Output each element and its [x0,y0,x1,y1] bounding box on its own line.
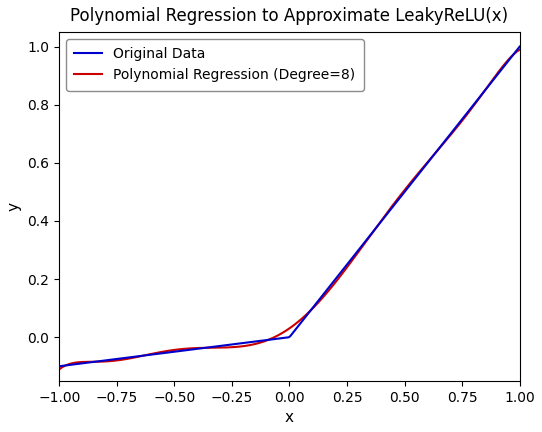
Legend: Original Data, Polynomial Regression (Degree=8): Original Data, Polynomial Regression (De… [66,39,364,91]
Line: Polynomial Regression (Degree=8): Polynomial Regression (Degree=8) [59,50,520,369]
X-axis label: x: x [285,410,294,425]
Polynomial Regression (Degree=8) [57,365,64,371]
Original Data [56,364,62,369]
Polynomial Regression (Degree=8) [338,273,344,278]
Original Data [473,98,480,104]
Original Data [338,270,344,275]
Polynomial Regression (Degree=8) [473,99,480,105]
Title: Polynomial Regression to Approximate LeakyReLU(x): Polynomial Regression to Approximate Lea… [70,7,508,25]
Polynomial Regression (Degree=8) [56,367,62,372]
Original Data [328,281,335,286]
Line: Original Data: Original Data [59,47,520,366]
Polynomial Regression (Degree=8) [330,283,337,288]
Original Data [57,363,64,368]
Polynomial Regression (Degree=8) [328,284,335,289]
Polynomial Regression (Degree=8) [517,47,523,52]
Original Data [330,279,337,284]
Original Data [517,44,523,49]
Original Data [444,135,450,140]
Polynomial Regression (Degree=8) [444,137,450,142]
Y-axis label: y: y [7,202,22,211]
